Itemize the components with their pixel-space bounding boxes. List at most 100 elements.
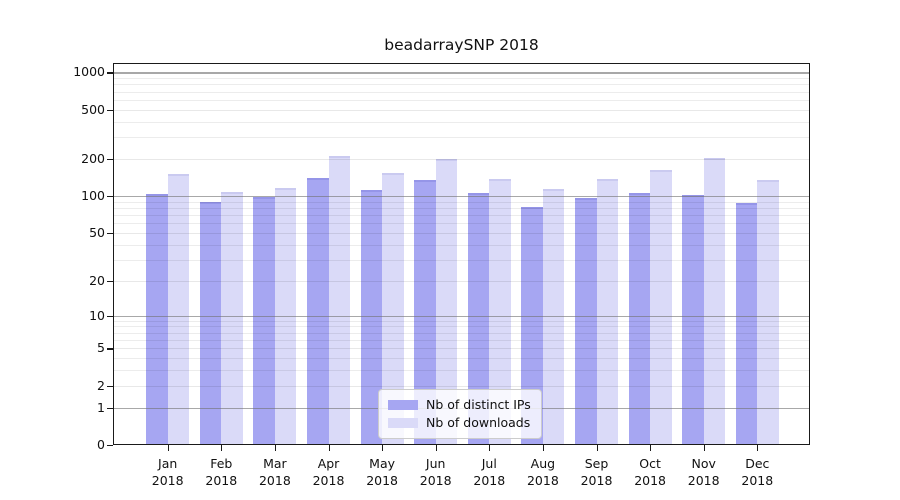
bar-downloads-nov bbox=[703, 158, 726, 445]
gridline-6 bbox=[113, 340, 810, 342]
gridline-300 bbox=[113, 137, 810, 139]
y-tick-mark-20 bbox=[107, 280, 113, 282]
gridline-500 bbox=[113, 109, 810, 111]
bar-downloads-jan bbox=[167, 174, 190, 445]
x-tick-mark-may bbox=[382, 445, 384, 451]
y-tick-mark-100 bbox=[107, 196, 113, 198]
x-tick-mark-nov bbox=[703, 445, 705, 451]
gridline-600 bbox=[113, 99, 810, 101]
x-tick-label-may: May 2018 bbox=[366, 456, 398, 488]
y-tick-label-50: 50 bbox=[89, 224, 105, 240]
gridline-9 bbox=[113, 320, 810, 322]
x-tick-label-aug: Aug 2018 bbox=[526, 456, 559, 488]
gridline-10 bbox=[113, 315, 810, 318]
x-tick-label-apr: Apr 2018 bbox=[312, 456, 345, 488]
gridline-30 bbox=[113, 259, 810, 261]
x-tick-label-jul: Jul 2018 bbox=[473, 456, 506, 488]
gridline-200 bbox=[113, 158, 810, 160]
x-tick-label-oct: Oct 2018 bbox=[634, 456, 666, 488]
y-tick-label-10: 10 bbox=[89, 307, 105, 323]
bar-distinct-ips-nov bbox=[682, 195, 704, 445]
gridline-60 bbox=[113, 223, 810, 225]
bar-distinct-ips-feb bbox=[199, 201, 222, 445]
x-tick-label-nov: Nov 2018 bbox=[687, 456, 720, 488]
y-tick-mark-200 bbox=[107, 158, 113, 161]
bar-distinct-ips-aug bbox=[521, 206, 543, 445]
bar-downloads-apr bbox=[328, 155, 350, 445]
x-tick-mark-jun bbox=[435, 445, 437, 451]
gridline-2 bbox=[113, 385, 810, 387]
bar-downloads-feb bbox=[221, 192, 243, 445]
y-tick-mark-2 bbox=[107, 385, 113, 387]
gridline-7 bbox=[113, 332, 810, 334]
bar-downloads-dec bbox=[757, 179, 779, 445]
gridline-50 bbox=[113, 232, 810, 234]
bar-distinct-ips-sep bbox=[575, 198, 597, 445]
y-tick-mark-50 bbox=[107, 232, 113, 235]
chart-title: beadarraySNP 2018 bbox=[384, 36, 539, 54]
bar-downloads-jul bbox=[489, 179, 511, 445]
gridline-8 bbox=[113, 326, 810, 328]
y-tick-label-2: 2 bbox=[97, 377, 105, 393]
x-tick-mark-sep bbox=[596, 445, 598, 451]
bar-distinct-ips-jul bbox=[467, 193, 490, 445]
x-axis: Jan 2018 Feb 2018 Mar 2018 Apr 2018 May 2018… bbox=[113, 455, 810, 495]
gridline-40 bbox=[113, 244, 810, 246]
gridline-800 bbox=[113, 84, 810, 86]
y-tick-label-100: 100 bbox=[81, 188, 105, 204]
y-tick-mark-5 bbox=[107, 348, 113, 350]
gridline-5 bbox=[113, 348, 810, 350]
y-tick-label-0: 0 bbox=[97, 437, 105, 452]
y-axis: 1000 500 200 100 50 20 10 5 2 1 0 bbox=[0, 63, 105, 452]
y-tick-label-5: 5 bbox=[97, 340, 105, 356]
plot-area bbox=[113, 63, 810, 445]
gridline-1000 bbox=[113, 72, 810, 74]
gridline-70 bbox=[113, 215, 810, 217]
x-tick-mark-apr bbox=[328, 445, 330, 451]
gridline-90 bbox=[113, 201, 810, 203]
x-tick-mark-aug bbox=[542, 445, 545, 451]
y-tick-label-500: 500 bbox=[81, 101, 105, 117]
bar-downloads-sep bbox=[596, 178, 618, 445]
gridline-700 bbox=[113, 91, 810, 93]
bar-downloads-oct bbox=[650, 169, 672, 445]
y-tick-mark-1 bbox=[107, 407, 113, 409]
x-tick-label-sep: Sep 2018 bbox=[580, 456, 613, 488]
y-tick-label-1000: 1000 bbox=[73, 64, 105, 80]
x-tick-mark-dec bbox=[757, 445, 759, 451]
y-tick-label-1: 1 bbox=[97, 399, 105, 415]
legend-item-distinct-ips: Nb of distinct IPs bbox=[388, 396, 531, 414]
gridline-20 bbox=[113, 280, 810, 282]
y-tick-mark-10 bbox=[107, 315, 113, 317]
bar-downloads-jun bbox=[435, 158, 458, 445]
legend-label-downloads: Nb of downloads bbox=[426, 415, 531, 430]
bar-distinct-ips-dec bbox=[735, 202, 758, 445]
gridline-100 bbox=[113, 196, 810, 198]
x-tick-label-feb: Feb 2018 bbox=[205, 456, 238, 488]
legend: Nb of distinct IPs Nb of downloads bbox=[378, 389, 542, 439]
y-tick-mark-1000 bbox=[107, 72, 113, 74]
x-tick-mark-feb bbox=[221, 445, 223, 451]
y-tick-mark-500 bbox=[107, 109, 113, 111]
y-tick-mark-0 bbox=[107, 445, 113, 447]
x-tick-mark-mar bbox=[274, 445, 277, 451]
bar-distinct-ips-oct bbox=[628, 193, 651, 445]
y-tick-label-200: 200 bbox=[81, 150, 105, 166]
x-tick-label-mar: Mar 2018 bbox=[258, 456, 291, 488]
legend-label-distinct-ips: Nb of distinct IPs bbox=[426, 397, 531, 412]
bar-downloads-may bbox=[382, 172, 404, 445]
gridline-80 bbox=[113, 207, 810, 209]
bar-distinct-ips-jun bbox=[414, 180, 436, 445]
legend-swatch-distinct-ips bbox=[388, 399, 418, 411]
x-tick-label-jan: Jan 2018 bbox=[151, 456, 184, 488]
bar-distinct-ips-mar bbox=[253, 196, 275, 445]
gridline-3 bbox=[113, 370, 810, 372]
bar-distinct-ips-jan bbox=[146, 193, 168, 445]
legend-item-downloads: Nb of downloads bbox=[388, 414, 531, 432]
gridline-4 bbox=[113, 358, 810, 360]
x-tick-mark-jul bbox=[489, 445, 491, 451]
y-tick-label-20: 20 bbox=[89, 272, 105, 288]
legend-swatch-downloads bbox=[388, 417, 418, 429]
gridline-900 bbox=[113, 78, 810, 80]
